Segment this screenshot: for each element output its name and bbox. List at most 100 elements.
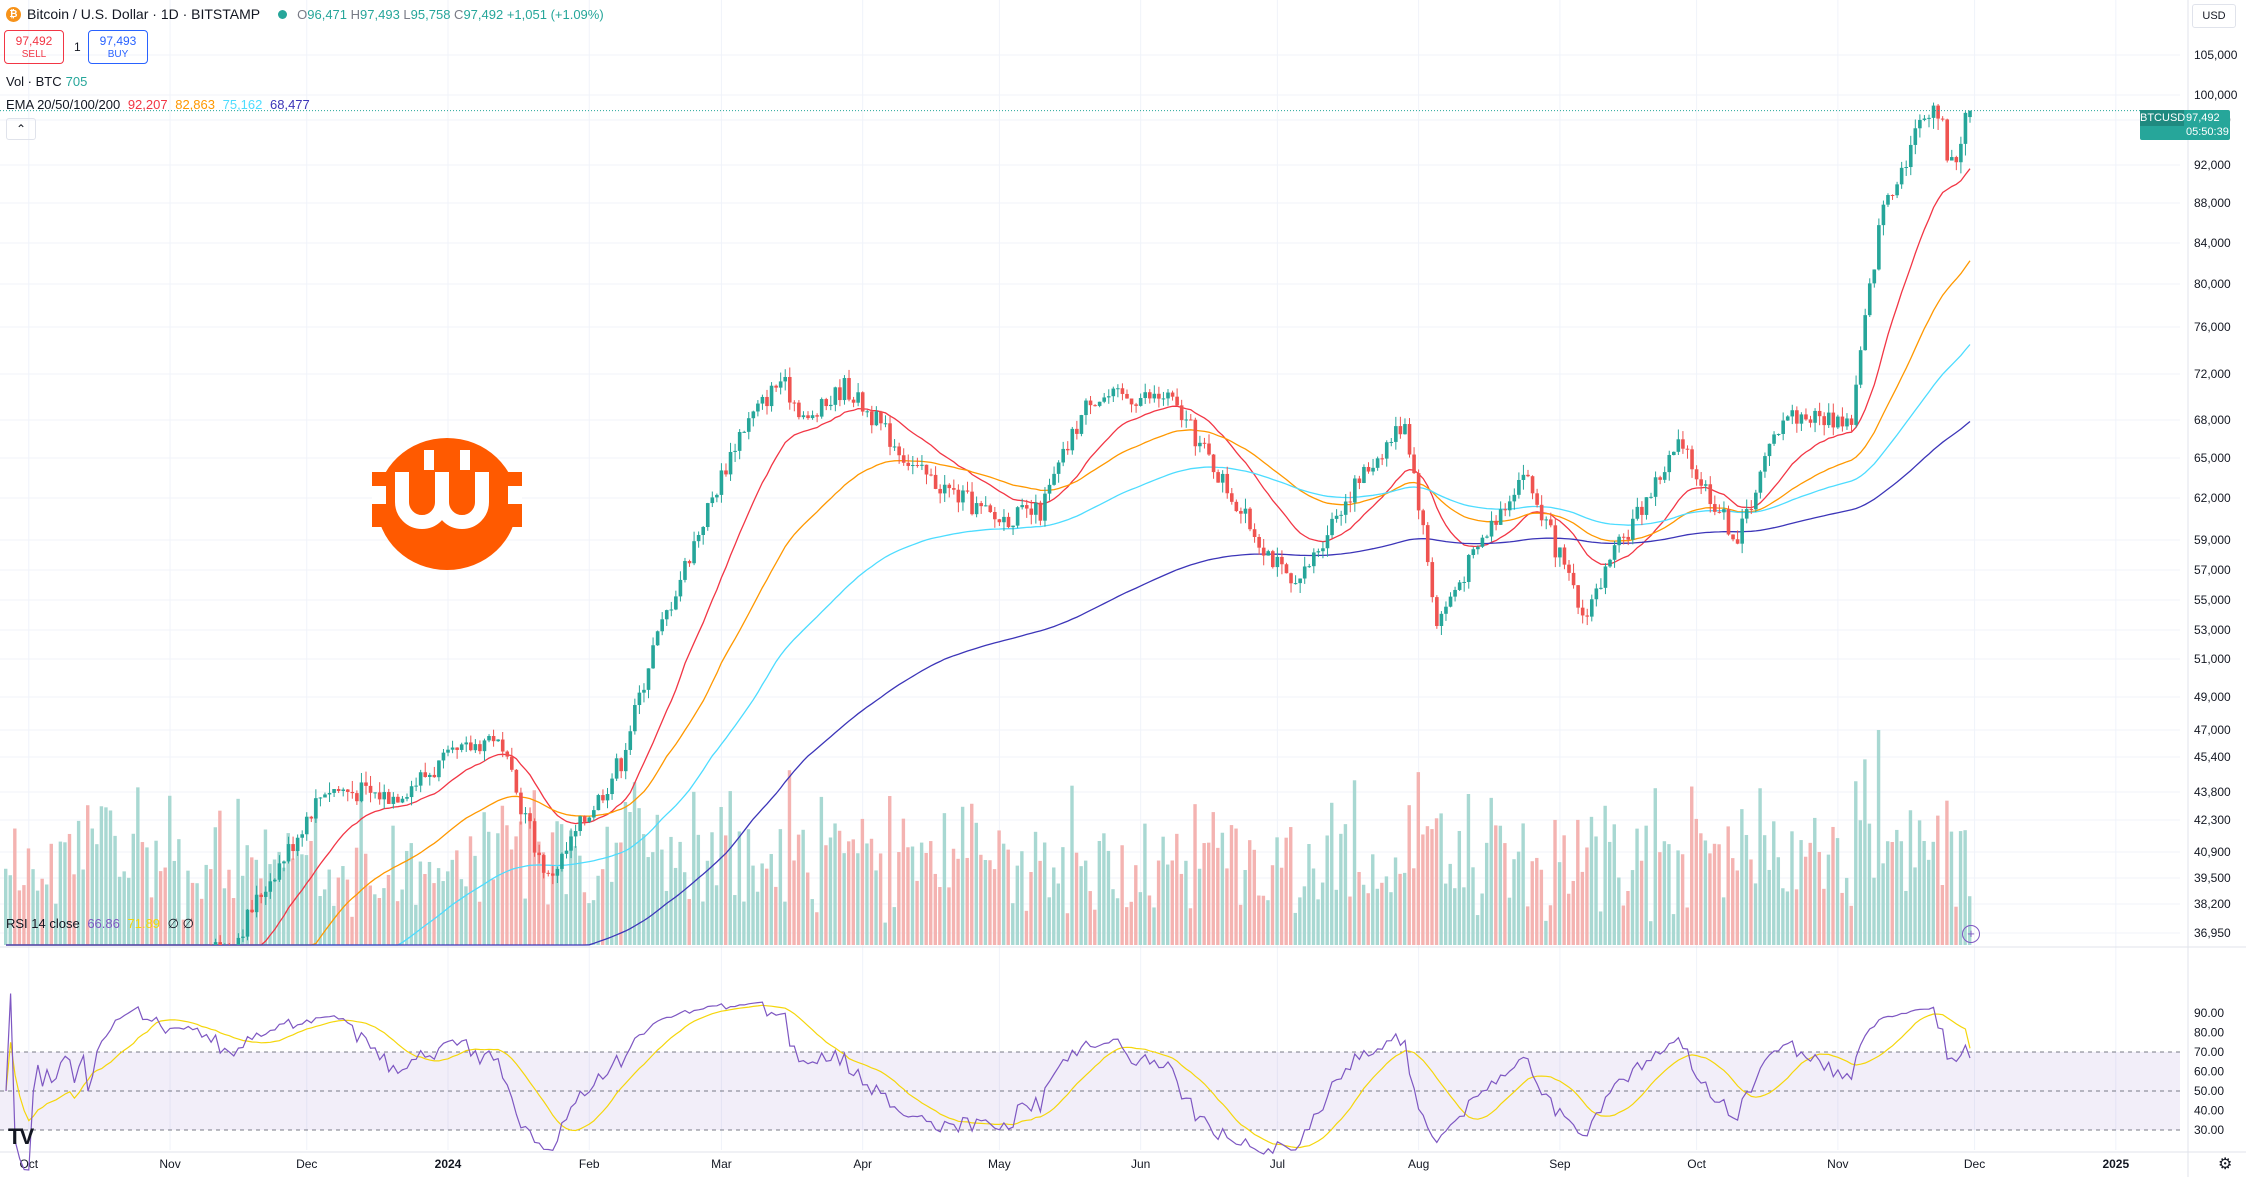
candle-body — [309, 816, 314, 819]
candle-body — [1485, 536, 1489, 538]
volume-bar — [1143, 823, 1147, 945]
candle-body — [418, 772, 423, 786]
volume-bar — [1530, 861, 1534, 945]
volume-bar — [136, 787, 140, 945]
volume-bar — [938, 887, 942, 945]
candle-body — [1585, 615, 1590, 617]
sell-button[interactable]: 97,492 SELL — [4, 30, 64, 64]
chevron-up-icon[interactable]: ⌃ — [6, 118, 36, 140]
ema100-value: 75,162 — [222, 97, 263, 112]
candle-body — [1366, 466, 1371, 472]
candle-body — [1535, 493, 1539, 505]
currency-button[interactable]: USD — [2192, 4, 2236, 28]
volume-bar — [423, 873, 427, 945]
price-tick-label: 39,500 — [2194, 871, 2231, 885]
volume-bar — [1562, 835, 1566, 945]
volume-bar — [810, 899, 814, 945]
candle-body — [1913, 128, 1918, 145]
volume-bar — [1361, 884, 1366, 945]
candle-body — [1289, 573, 1293, 584]
candle-body — [1280, 556, 1284, 565]
candle-body — [1184, 419, 1189, 421]
price-tick-label: 76,000 — [2194, 320, 2231, 334]
candle-body — [455, 747, 459, 750]
ema-legend[interactable]: EMA 20/50/100/200 92,207 82,863 75,162 6… — [6, 97, 310, 112]
volume-bar — [359, 794, 363, 945]
volume-bar — [687, 898, 691, 945]
candle-body — [1266, 551, 1271, 556]
gear-icon[interactable]: ⚙ — [2218, 1156, 2233, 1173]
candle-body — [1248, 508, 1252, 530]
candle-body — [1630, 518, 1635, 540]
volume-bar — [1968, 896, 1972, 945]
candle-body — [719, 470, 724, 495]
volume-bar — [1703, 840, 1708, 945]
price-tick-label: 72,000 — [2194, 367, 2231, 381]
volume-bar — [168, 795, 172, 945]
volume-bar — [67, 833, 72, 945]
candle-body — [268, 881, 273, 892]
volume-bar — [1330, 802, 1334, 945]
volume-legend[interactable]: Vol · BTC 705 — [6, 74, 87, 89]
volume-bar — [801, 829, 805, 945]
time-tick-label: Feb — [579, 1157, 600, 1171]
candle-body — [1877, 225, 1881, 270]
volume-bar — [1749, 859, 1753, 945]
volume-bar — [1138, 892, 1143, 945]
volume-bar — [117, 876, 122, 945]
volume-bar — [195, 883, 199, 945]
volume-bar — [1544, 920, 1548, 945]
candle-body — [1202, 442, 1207, 444]
buy-button[interactable]: 97,493 BUY — [88, 30, 148, 64]
volume-bar — [1753, 883, 1758, 945]
volume-bar — [1439, 813, 1443, 945]
candle-body — [1795, 410, 1799, 424]
candle-body — [350, 791, 355, 794]
candle-body — [304, 816, 309, 835]
candle-body — [1362, 466, 1366, 483]
candle-body — [1808, 419, 1813, 423]
volume-bar — [222, 888, 227, 945]
volume-bar — [910, 846, 915, 945]
candle-body — [241, 936, 245, 938]
volume-bar — [1134, 865, 1138, 945]
candle-body — [1863, 315, 1867, 351]
volume-bar — [122, 871, 126, 945]
candle-body — [1740, 518, 1744, 544]
candle-body — [432, 774, 437, 778]
candle-body — [838, 387, 842, 401]
candle-body — [970, 491, 974, 515]
volume-bar — [1193, 804, 1197, 945]
volume-bar — [929, 841, 933, 945]
plus-icon[interactable]: + — [1962, 925, 1980, 943]
volume-bar — [1844, 877, 1849, 945]
volume-bar — [778, 829, 783, 945]
volume-bar — [550, 832, 555, 945]
volume-bar — [1161, 836, 1165, 945]
symbol-header[interactable]: ₿ Bitcoin / U.S. Dollar · 1D · BITSTAMP … — [6, 6, 604, 22]
volume-bar — [1876, 730, 1881, 945]
symbol-title[interactable]: Bitcoin / U.S. Dollar · 1D · BITSTAMP — [27, 6, 261, 22]
price-tick-label: 65,000 — [2194, 451, 2231, 465]
candle-body — [1480, 537, 1485, 547]
volume-bar — [177, 839, 181, 945]
candle-body — [819, 399, 824, 417]
tradingview-logo-icon[interactable]: TV — [8, 1124, 34, 1149]
volume-bar — [49, 843, 53, 945]
rsi-legend[interactable]: RSI 14 close 66.86 71.89 ∅ ∅ — [6, 916, 194, 932]
candle-body — [942, 484, 947, 494]
volume-bar — [327, 869, 331, 945]
candle-body — [1526, 474, 1530, 477]
candle-body — [1617, 536, 1621, 546]
candle-body — [1507, 501, 1512, 511]
candle-body — [1225, 473, 1230, 494]
candle-body — [437, 760, 441, 778]
volume-bar — [1717, 844, 1721, 945]
ema20-value: 92,207 — [127, 97, 168, 112]
candle-body — [1945, 119, 1950, 161]
candle-body — [1261, 547, 1266, 556]
volume-bar — [1585, 847, 1589, 945]
candle-body — [1722, 509, 1726, 513]
volume-bar — [363, 853, 368, 945]
